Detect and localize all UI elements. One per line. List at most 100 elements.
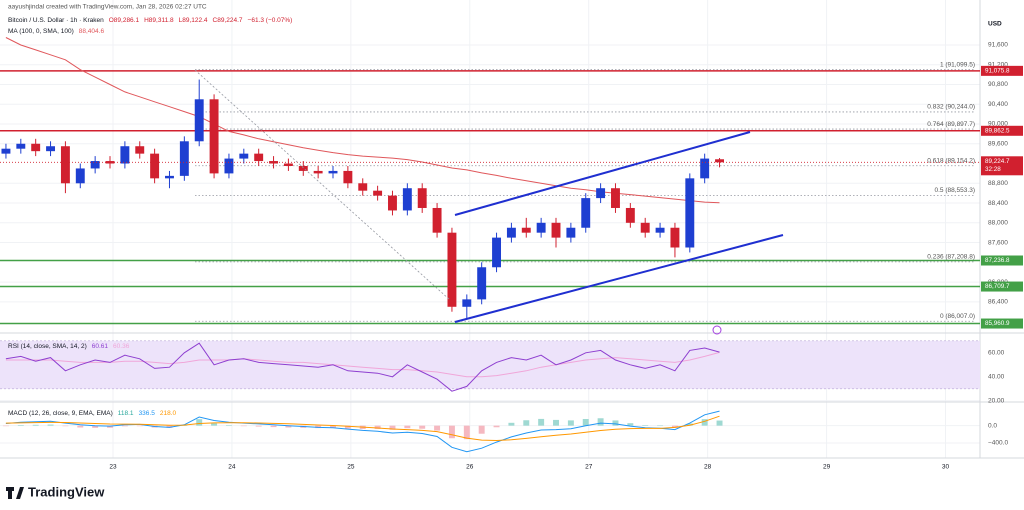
x-tick-label: 23 xyxy=(109,464,117,471)
price-label-box xyxy=(981,318,1023,329)
last-price-label: 89,224.7 xyxy=(985,158,1010,165)
macd-histogram-bar xyxy=(538,418,545,426)
candle-body xyxy=(373,190,383,196)
macd-histogram-bar xyxy=(657,425,664,427)
x-tick-label: 24 xyxy=(228,464,236,471)
candle-body xyxy=(105,161,115,164)
candle-body xyxy=(31,143,41,152)
candle-body xyxy=(135,146,145,154)
candle-body xyxy=(60,146,70,184)
candle-body xyxy=(477,267,487,300)
macd-histogram-bar xyxy=(255,425,262,427)
ohlc-value: −61.3 (−0.07%) xyxy=(248,17,293,24)
macd-histogram-bar xyxy=(107,425,113,428)
logo-icon xyxy=(6,487,24,499)
candle-body xyxy=(358,183,368,191)
candle-body xyxy=(655,227,665,233)
macd-line xyxy=(5,415,720,442)
macd-histogram-bar xyxy=(330,425,336,428)
macd-header: MACD (12, 26, close, 9, EMA, EMA) 118.1 33… xyxy=(8,410,176,417)
symbol: Bitcoin / U.S. Dollar · 1h · Kraken xyxy=(8,17,104,24)
ohlc-value: L89,122.4 xyxy=(179,17,208,24)
macd-histogram-bar xyxy=(166,425,173,428)
fib-label: 1 (91,099.5) xyxy=(940,61,975,68)
ma-header: MA (100, 0, SMA, 100) 88,404.6 xyxy=(8,28,104,35)
candle-body xyxy=(536,222,546,233)
y-tick-label: 88,400 xyxy=(988,200,1008,207)
macd-histogram-bar xyxy=(478,425,485,434)
rsi-line xyxy=(5,351,720,378)
candle-body xyxy=(670,227,680,248)
candle-body xyxy=(551,222,561,238)
fib-label: 0.5 (88,553.3) xyxy=(935,187,975,194)
ohlc-value: C89,224.7 xyxy=(213,17,243,24)
candle-body xyxy=(150,153,160,179)
macd-histogram-bar xyxy=(523,420,530,426)
price-label: 87,236.8 xyxy=(985,257,1010,264)
price-label-box xyxy=(981,125,1023,136)
x-tick-label: 25 xyxy=(347,464,355,471)
macd-histogram-bar xyxy=(404,425,411,429)
indicator-value: 60.36 xyxy=(113,343,130,350)
macd-histogram-bar xyxy=(315,425,322,429)
fib-label: 0 (86,007.0) xyxy=(940,313,975,320)
ma-name: MA (100, 0, SMA, 100) xyxy=(8,28,74,35)
macd-histogram-bar xyxy=(285,425,292,428)
price-label: 89,862.5 xyxy=(985,127,1010,134)
y-tick-label: 20.00 xyxy=(988,398,1005,405)
macd-histogram-bar xyxy=(32,424,39,426)
candle-body xyxy=(343,170,353,184)
fib-trend-line xyxy=(194,69,451,301)
channel-upper xyxy=(454,131,751,216)
logo-text: TradingView xyxy=(28,484,105,499)
macd-histogram-bar xyxy=(17,425,24,426)
fib-label: 0.832 (90,244.0) xyxy=(927,104,975,111)
x-tick-label: 27 xyxy=(585,464,593,471)
candle-body xyxy=(625,207,635,223)
macd-histogram-bar xyxy=(448,425,455,439)
rsi-line xyxy=(5,342,720,392)
macd-line xyxy=(5,410,720,453)
macd-histogram-bar xyxy=(47,424,54,426)
candle-body xyxy=(90,161,100,169)
candle-body xyxy=(283,163,293,166)
macd-histogram-bar xyxy=(270,425,277,428)
ohlc-value: H89,311.8 xyxy=(144,17,174,24)
event-icon xyxy=(712,325,722,335)
price-label: 91,075.8 xyxy=(985,68,1010,75)
macd-histogram-bar xyxy=(508,422,515,426)
y-tick-label: 87,600 xyxy=(988,239,1008,246)
candle-body xyxy=(298,165,308,171)
fib-label: 0.764 (89,897.7) xyxy=(927,121,975,128)
candle-body xyxy=(224,158,234,174)
x-tick-label: 26 xyxy=(466,464,474,471)
candle-body xyxy=(239,153,249,159)
candle-body xyxy=(46,146,56,152)
rsi-header: RSI (14, close, SMA, 14, 2) 60.61 60.36 xyxy=(8,343,130,350)
indicator-name: RSI (14, close, SMA, 14, 2) xyxy=(8,343,87,350)
candle-body xyxy=(611,188,620,208)
y-tick-label: 40.00 xyxy=(988,374,1005,381)
y-tick-label: 91,600 xyxy=(988,42,1008,49)
plot-layer: 232425262728293086,40086,80087,60088,000… xyxy=(0,37,1023,471)
candle-body xyxy=(462,299,472,307)
indicator-value: 336.5 xyxy=(139,410,156,417)
candle-body xyxy=(165,175,174,179)
y-tick-label: 90,800 xyxy=(988,81,1008,88)
macd-histogram-bar xyxy=(419,425,426,429)
macd-histogram-bar xyxy=(612,420,619,426)
macd-histogram-bar xyxy=(344,425,351,429)
indicator-value: 60.61 xyxy=(92,343,109,350)
price-label-box xyxy=(981,65,1023,76)
x-tick-label: 30 xyxy=(942,464,950,471)
macd-histogram-bar xyxy=(374,425,381,430)
credit: aayushjindal created with TradingView.co… xyxy=(8,4,207,11)
x-tick-label: 28 xyxy=(704,464,712,471)
axis-unit: USD xyxy=(988,21,1002,28)
macd-histogram-bar xyxy=(62,425,69,427)
macd-histogram-bar xyxy=(627,423,634,426)
candle-body xyxy=(75,168,85,184)
y-tick-label: 89,600 xyxy=(988,140,1008,147)
macd-histogram-bar xyxy=(389,425,396,430)
